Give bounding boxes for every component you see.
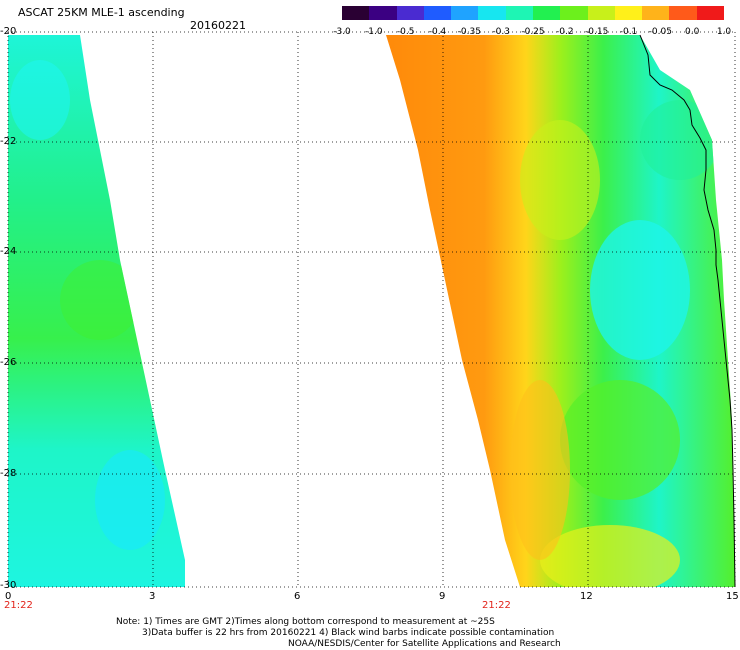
- x-tick-label: 6: [294, 591, 301, 602]
- colorbar-swatch: [696, 6, 724, 20]
- note-line-1: Note: 1) Times are GMT 2)Times along bot…: [116, 617, 495, 627]
- x-tick-label: 12: [580, 591, 593, 602]
- colorbar-swatch: [532, 6, 561, 20]
- colorbar: [342, 6, 724, 20]
- y-tick-label: -24: [0, 246, 17, 257]
- colorbar-swatch: [342, 6, 370, 20]
- colorbar-swatch: [478, 6, 506, 20]
- y-tick-label: -20: [0, 26, 17, 37]
- colorbar-swatch: [396, 6, 424, 20]
- colorbar-label: -0.3: [492, 27, 510, 37]
- colorbar-swatch: [614, 6, 643, 20]
- colorbar-swatch: [505, 6, 533, 20]
- colorbar-label: -0.35: [457, 27, 481, 37]
- x-tick-label: 0: [5, 591, 12, 602]
- colorbar-swatch: [423, 6, 452, 20]
- x-tick-label: 3: [149, 591, 156, 602]
- note-line-2: 3)Data buffer is 22 hrs from 20160221 4)…: [142, 628, 555, 638]
- colorbar-label: -1.0: [365, 27, 383, 37]
- colorbar-swatch: [587, 6, 615, 20]
- colorbar-swatch: [642, 6, 670, 20]
- y-tick-label: -26: [0, 357, 17, 368]
- time-label: 21:22: [482, 600, 511, 611]
- note-line-3: NOAA/NESDIS/Center for Satellite Applica…: [288, 639, 561, 649]
- left-swath: [8, 35, 185, 587]
- colorbar-label: -0.4: [428, 27, 447, 37]
- y-tick-label: -30: [0, 580, 17, 591]
- y-tick-label: -22: [0, 136, 17, 147]
- y-tick-label: -28: [0, 468, 17, 479]
- coastline: [639, 34, 736, 588]
- colorbar-swatch: [560, 6, 588, 20]
- x-tick-label: 9: [439, 591, 446, 602]
- map-date: 20160221: [190, 19, 246, 32]
- grid: [7, 31, 736, 588]
- colorbar-label: -3.0: [333, 27, 351, 37]
- time-label: 21:22: [4, 600, 33, 611]
- colorbar-swatch: [451, 6, 479, 20]
- colorbar-swatch: [669, 6, 697, 20]
- map-title: ASCAT 25KM MLE-1 ascending: [18, 6, 185, 19]
- colorbar-label: -0.5: [396, 27, 415, 37]
- x-tick-label: 15: [726, 591, 739, 602]
- colorbar-swatch: [369, 6, 397, 20]
- right-swath: [386, 35, 735, 587]
